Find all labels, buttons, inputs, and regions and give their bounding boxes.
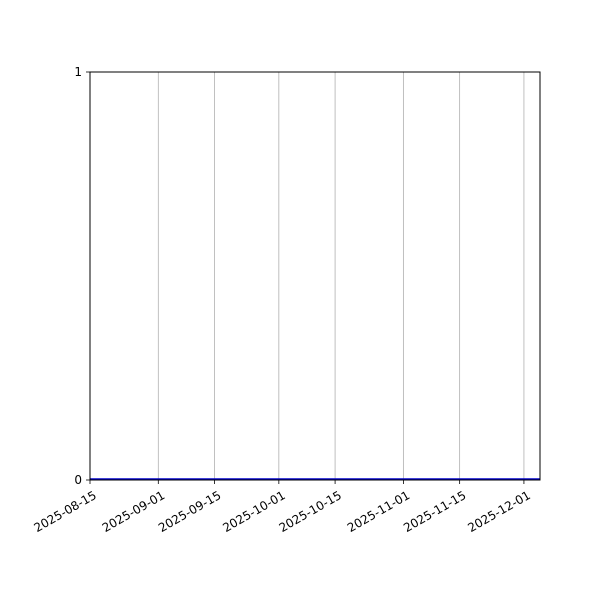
x-tick-label: 2025-12-01 (465, 488, 532, 535)
x-tick-label: 2025-10-01 (220, 488, 287, 535)
x-tick-label: 2025-11-15 (401, 488, 468, 535)
x-tick-label: 2025-10-15 (277, 488, 344, 535)
y-tick-label: 1 (74, 65, 82, 79)
y-tick-label: 0 (74, 473, 82, 487)
x-tick-label: 2025-08-15 (31, 488, 98, 535)
x-tick-label: 2025-09-15 (156, 488, 223, 535)
axes-frame (89, 71, 541, 481)
x-tick-label: 2025-09-01 (100, 488, 167, 535)
plot-area (90, 72, 540, 480)
x-tick-label: 2025-11-01 (345, 488, 412, 535)
